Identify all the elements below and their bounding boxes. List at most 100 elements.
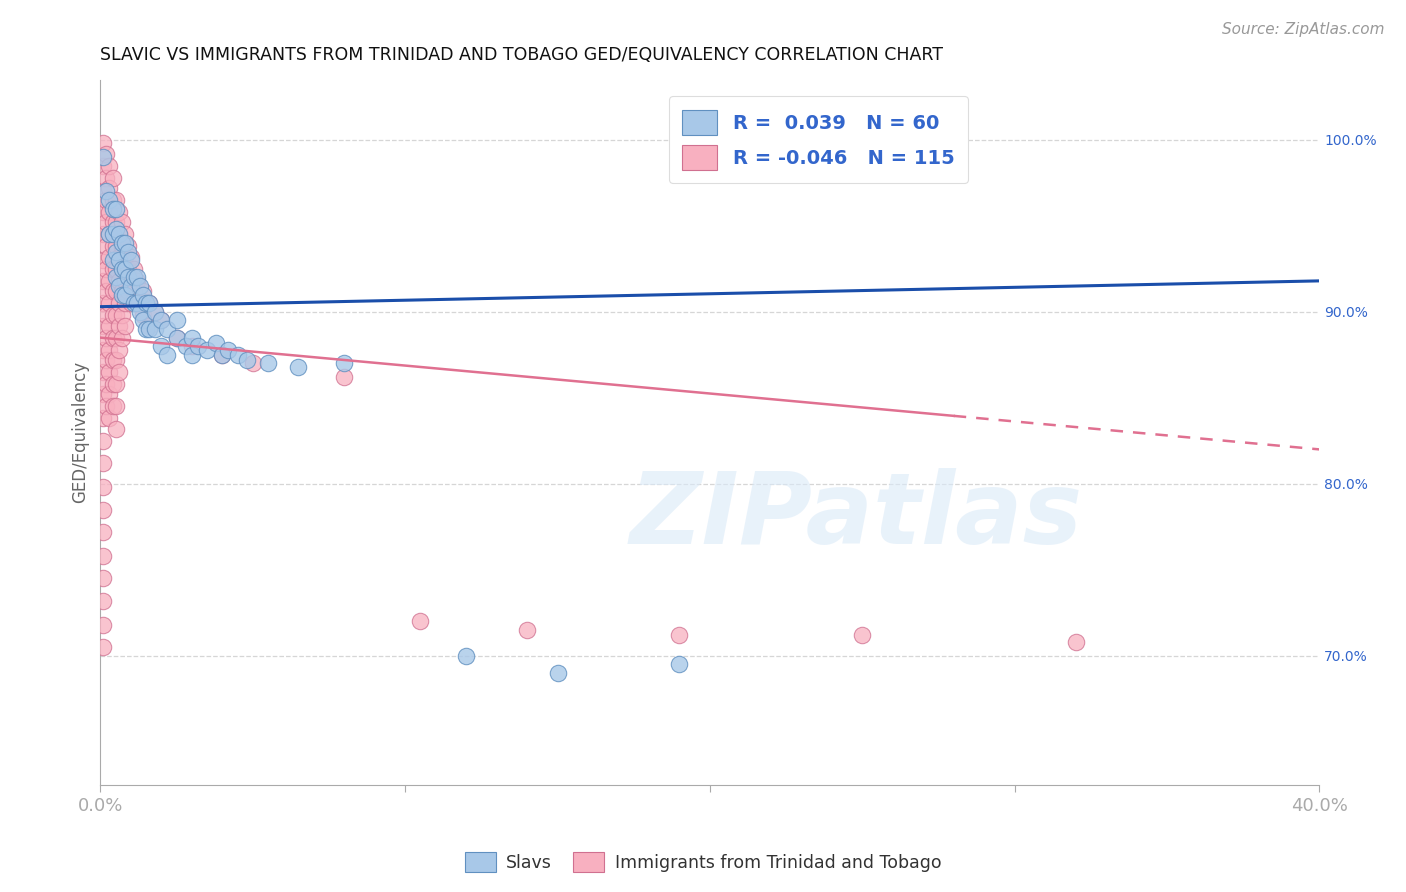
Point	[166, 331, 188, 345]
Point	[98, 193, 121, 207]
Point	[138, 296, 160, 310]
Point	[93, 343, 115, 357]
Point	[104, 215, 127, 229]
Point	[135, 322, 157, 336]
Legend: Slavs, Immigrants from Trinidad and Tobago: Slavs, Immigrants from Trinidad and Toba…	[458, 845, 948, 879]
Point	[104, 331, 127, 345]
Point	[143, 305, 166, 319]
Point	[98, 318, 121, 333]
Point	[93, 365, 115, 379]
Point	[217, 343, 239, 357]
Point	[125, 296, 148, 310]
Point	[107, 279, 129, 293]
Point	[93, 434, 115, 448]
Point	[107, 227, 129, 242]
Point	[98, 227, 121, 242]
Point	[242, 356, 264, 370]
Point	[120, 253, 142, 268]
Point	[104, 422, 127, 436]
Point	[180, 339, 202, 353]
Point	[409, 615, 432, 629]
Point	[143, 322, 166, 336]
Point	[104, 308, 127, 322]
Point	[132, 308, 155, 322]
Point	[101, 331, 124, 345]
Point	[101, 202, 124, 216]
Point	[93, 617, 115, 632]
Point	[111, 235, 134, 250]
Point	[96, 331, 118, 345]
Text: SLAVIC VS IMMIGRANTS FROM TRINIDAD AND TOBAGO GED/EQUIVALENCY CORRELATION CHART: SLAVIC VS IMMIGRANTS FROM TRINIDAD AND T…	[100, 46, 943, 64]
Point	[180, 348, 202, 362]
Point	[93, 296, 115, 310]
Point	[138, 322, 160, 336]
Point	[93, 502, 115, 516]
Point	[107, 296, 129, 310]
Point	[101, 193, 124, 207]
Point	[235, 353, 257, 368]
Point	[668, 657, 690, 672]
Point	[122, 270, 145, 285]
Point	[114, 261, 136, 276]
Point	[101, 227, 124, 242]
Point	[93, 318, 115, 333]
Point	[93, 205, 115, 219]
Point	[98, 181, 121, 195]
Point	[96, 193, 118, 207]
Point	[107, 250, 129, 264]
Point	[120, 250, 142, 264]
Point	[156, 322, 179, 336]
Point	[117, 244, 139, 259]
Point	[101, 353, 124, 368]
Point	[98, 274, 121, 288]
Point	[104, 239, 127, 253]
Point	[851, 628, 873, 642]
Point	[93, 571, 115, 585]
Point	[205, 335, 228, 350]
Point	[150, 313, 173, 327]
Point	[107, 227, 129, 242]
Point	[143, 305, 166, 319]
Point	[117, 261, 139, 276]
Point	[98, 365, 121, 379]
Point	[117, 270, 139, 285]
Point	[111, 215, 134, 229]
Point	[107, 205, 129, 219]
Point	[104, 377, 127, 392]
Point	[122, 296, 145, 310]
Point	[104, 400, 127, 414]
Point	[107, 343, 129, 357]
Point	[104, 270, 127, 285]
Point	[93, 480, 115, 494]
Point	[122, 261, 145, 276]
Point	[93, 593, 115, 607]
Point	[333, 370, 356, 384]
Point	[96, 353, 118, 368]
Point	[132, 287, 155, 301]
Point	[111, 284, 134, 298]
Point	[98, 159, 121, 173]
Text: ZIPatlas: ZIPatlas	[630, 468, 1083, 566]
Point	[98, 227, 121, 242]
Point	[114, 235, 136, 250]
Point	[107, 318, 129, 333]
Point	[117, 284, 139, 298]
Point	[114, 227, 136, 242]
Point	[101, 215, 124, 229]
Point	[129, 279, 152, 293]
Point	[454, 648, 477, 663]
Point	[98, 250, 121, 264]
Point	[98, 343, 121, 357]
Point	[101, 253, 124, 268]
Point	[93, 640, 115, 655]
Point	[93, 387, 115, 401]
Point	[287, 359, 309, 374]
Point	[257, 356, 280, 370]
Point	[132, 313, 155, 327]
Point	[1064, 635, 1087, 649]
Point	[156, 348, 179, 362]
Point	[111, 308, 134, 322]
Point	[93, 274, 115, 288]
Point	[138, 296, 160, 310]
Point	[104, 222, 127, 236]
